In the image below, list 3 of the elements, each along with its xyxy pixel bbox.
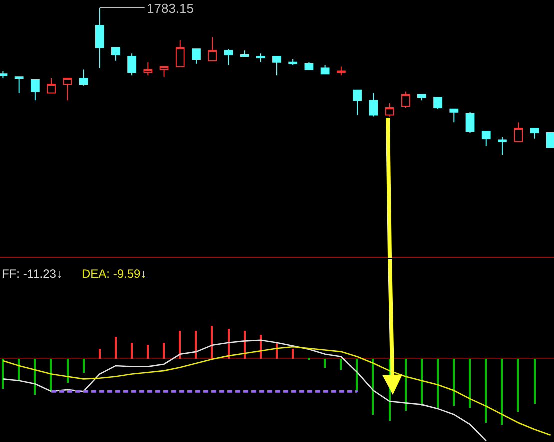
annotation: 1783.15 bbox=[147, 1, 194, 16]
text: DEA: -9.59↓ bbox=[82, 267, 147, 281]
text: FF: -11.23↓ bbox=[2, 267, 62, 281]
